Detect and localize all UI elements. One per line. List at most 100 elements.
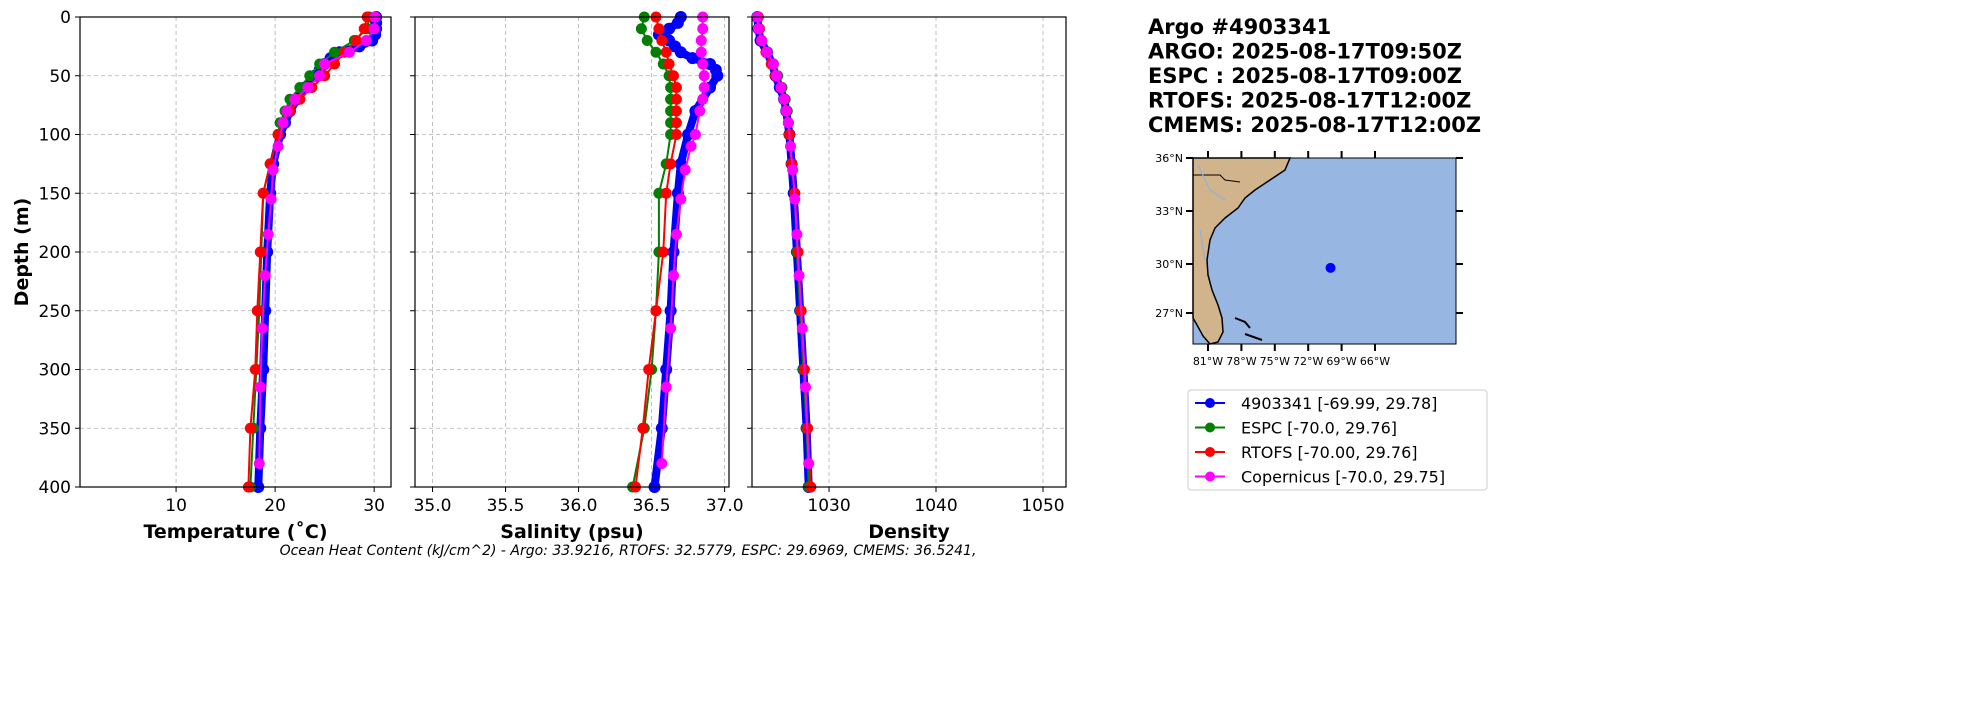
data-point bbox=[643, 364, 655, 375]
data-point bbox=[653, 23, 665, 35]
data-point bbox=[665, 158, 677, 170]
data-point bbox=[665, 322, 677, 334]
data-point bbox=[249, 364, 261, 375]
map-land bbox=[1192, 157, 1292, 345]
data-point bbox=[671, 16, 684, 29]
data-point bbox=[368, 23, 380, 35]
data-point bbox=[670, 117, 682, 129]
data-point bbox=[778, 93, 790, 105]
data-point bbox=[650, 46, 662, 58]
map-lat-label: 30°N bbox=[1155, 258, 1183, 271]
data-point bbox=[698, 70, 710, 82]
y-tick-label: 50 bbox=[49, 67, 71, 87]
data-point bbox=[289, 93, 301, 105]
x-tick-label: 1030 bbox=[807, 496, 850, 516]
data-point bbox=[254, 381, 266, 393]
data-point bbox=[656, 458, 668, 469]
data-point bbox=[277, 117, 289, 129]
map-lon-label: 81°W bbox=[1193, 355, 1223, 368]
temperature-panel: 10 20 30050100150200250300350400Temperatur… bbox=[39, 8, 392, 543]
data-point bbox=[251, 305, 263, 317]
data-point bbox=[679, 164, 691, 176]
data-point bbox=[670, 228, 682, 240]
data-point bbox=[686, 52, 699, 65]
data-point bbox=[350, 35, 362, 46]
data-point bbox=[670, 82, 682, 93]
data-point bbox=[785, 140, 797, 152]
y-tick-label: 0 bbox=[60, 8, 71, 28]
y-tick-label: 300 bbox=[39, 361, 71, 381]
data-point bbox=[667, 246, 680, 258]
y-tick-label: 350 bbox=[39, 419, 71, 439]
data-point bbox=[343, 46, 355, 58]
data-point bbox=[655, 422, 668, 435]
data-point bbox=[697, 58, 709, 70]
legend-marker bbox=[1205, 471, 1215, 482]
y-tick-label: 400 bbox=[39, 478, 71, 498]
data-point bbox=[660, 187, 672, 199]
data-point bbox=[244, 422, 256, 434]
data-point bbox=[761, 46, 773, 58]
x-tick-label: 20 bbox=[264, 496, 286, 516]
x-tick-label: 1040 bbox=[914, 496, 957, 516]
data-point bbox=[663, 58, 675, 70]
x-tick-label: 30 bbox=[363, 496, 385, 516]
map-lat-label: 33°N bbox=[1155, 205, 1183, 218]
y-tick-label: 250 bbox=[39, 302, 71, 322]
x-tick-label: 36.0 bbox=[560, 496, 598, 516]
map-lon-label: 69°W bbox=[1326, 355, 1356, 368]
legend-marker bbox=[1205, 398, 1215, 408]
legend-label: Copernicus [-70.0, 29.75] bbox=[1241, 468, 1445, 487]
map-state-border bbox=[1193, 174, 1241, 183]
data-point bbox=[694, 105, 706, 117]
axes-frame bbox=[414, 16, 730, 488]
location-map: 36°N 33°N 30°N 27°N 81°W 78°W 75°W 72°W 69°W 66°W bbox=[1155, 151, 1463, 368]
data-point bbox=[711, 69, 724, 82]
data-point bbox=[637, 422, 649, 434]
data-point bbox=[272, 140, 284, 152]
title-line: ESPC : 2025-08-17T09:00Z bbox=[1148, 64, 1462, 88]
salinity-panel: 35.0 35.5 36.0 36.5 37.0 Salinity (psu) bbox=[410, 11, 744, 543]
data-point bbox=[329, 46, 341, 58]
data-point bbox=[256, 322, 268, 334]
data-point bbox=[660, 381, 672, 393]
legend-label: 4903341 [-69.99, 29.78] bbox=[1241, 394, 1437, 413]
data-point bbox=[698, 82, 710, 93]
x-tick-label: 35.0 bbox=[414, 496, 452, 516]
title-line: RTOFS: 2025-08-17T12:00Z bbox=[1148, 89, 1471, 113]
data-point bbox=[752, 23, 764, 35]
data-point bbox=[656, 35, 668, 46]
data-point bbox=[257, 187, 269, 199]
legend-marker bbox=[1205, 422, 1215, 433]
data-point bbox=[668, 70, 680, 82]
data-point bbox=[267, 164, 279, 176]
series-line-temperature-3 bbox=[258, 16, 377, 464]
data-point bbox=[319, 58, 331, 70]
data-point bbox=[775, 82, 787, 93]
map-lon-label: 78°W bbox=[1226, 355, 1256, 368]
data-point bbox=[675, 193, 687, 205]
data-point bbox=[756, 35, 768, 46]
data-point bbox=[262, 228, 274, 240]
data-point bbox=[641, 35, 653, 46]
data-point bbox=[695, 46, 707, 58]
data-point bbox=[689, 129, 701, 140]
data-point bbox=[302, 82, 314, 93]
x-axis-label: Temperature (˚C) bbox=[143, 520, 327, 543]
map-islands bbox=[1234, 317, 1263, 341]
data-point bbox=[253, 458, 265, 469]
data-point bbox=[697, 93, 709, 105]
x-axis-label: Density bbox=[868, 521, 950, 543]
data-point bbox=[796, 322, 808, 334]
data-point bbox=[685, 140, 697, 152]
data-point bbox=[265, 193, 277, 205]
x-tick-label: 10 bbox=[165, 496, 187, 516]
legend: 4903341 [-69.99, 29.78] ESPC [-70.0, 29.7… bbox=[1187, 389, 1488, 491]
data-point bbox=[314, 70, 326, 82]
data-point bbox=[660, 46, 672, 58]
x-tick-label: 35.5 bbox=[487, 496, 525, 516]
y-tick-label: 150 bbox=[39, 184, 71, 204]
title-line: ARGO: 2025-08-17T09:50Z bbox=[1148, 40, 1462, 64]
legend-box bbox=[1187, 389, 1488, 491]
